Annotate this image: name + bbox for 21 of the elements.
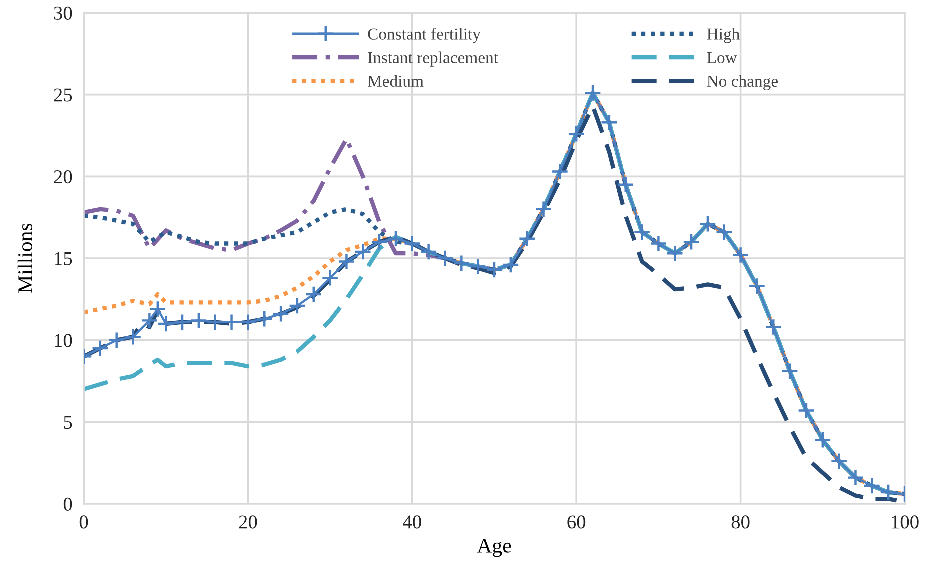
y-tick-label: 25 (54, 88, 72, 102)
x-tick-label: 80 (732, 516, 750, 529)
y-tick-label: 30 (54, 6, 72, 20)
legend-label: No change (707, 75, 778, 90)
x-tick-label: 40 (403, 516, 422, 529)
x-axis-title: Age (477, 538, 512, 558)
y-tick-label: 15 (55, 252, 72, 266)
x-tick-label: 60 (568, 516, 586, 529)
legend-label: Constant fertility (368, 28, 481, 44)
y-tick-label: 10 (55, 334, 72, 348)
y-tick-label: 20 (54, 170, 72, 184)
y-tick-label: 5 (64, 416, 72, 430)
legend-label: High (707, 28, 740, 44)
x-tick-label: 100 (892, 516, 919, 529)
y-axis-title: Millions (18, 224, 33, 294)
x-tick-label: 0 (80, 516, 88, 529)
x-tick-label: 20 (239, 516, 258, 529)
legend-label: Medium (368, 75, 424, 88)
legend-label: Instant replacement (368, 52, 498, 67)
y-tick-label: 0 (64, 498, 72, 511)
legend-label: Low (707, 52, 738, 64)
